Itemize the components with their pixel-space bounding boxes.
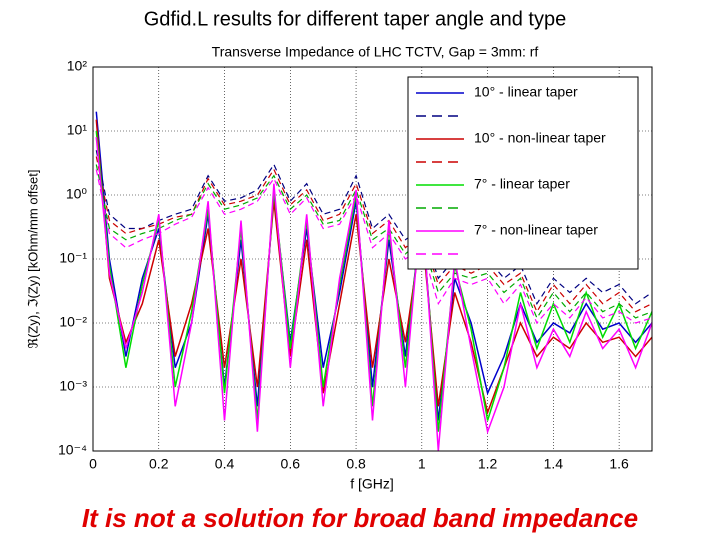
slide-title: Gdfid.L results for different taper angl… xyxy=(144,8,566,30)
x-tick-label: 0.2 xyxy=(149,456,169,472)
plot-lines xyxy=(95,111,652,451)
y-tick-label: 10⁻⁴ xyxy=(58,442,87,458)
y-tick-label: 10² xyxy=(67,58,88,74)
legend-label: 10° - linear taper xyxy=(474,84,578,100)
y-tick-label: 10⁻³ xyxy=(59,378,87,394)
y-tick-label: 10⁰ xyxy=(66,186,88,202)
legend-label: 7° - non-linear taper xyxy=(474,222,598,238)
x-tick-label: 1.2 xyxy=(478,456,498,472)
x-tick-label: 1 xyxy=(418,456,426,472)
series-line xyxy=(95,156,652,314)
chart-title: Transverse Impedance of LHC TCTV, Gap = … xyxy=(212,44,539,60)
x-tick-label: 1.4 xyxy=(544,456,564,472)
series-line xyxy=(95,119,652,416)
x-tick-label: 0.6 xyxy=(281,456,301,472)
series-line xyxy=(95,137,652,451)
y-tick-label: 10⁻¹ xyxy=(59,250,87,266)
plot-frame xyxy=(92,66,653,452)
legend-box xyxy=(407,76,639,270)
y-tick-label: 10¹ xyxy=(67,122,88,138)
y-tick-label: 10⁻² xyxy=(59,314,87,330)
x-tick-label: 0 xyxy=(89,456,97,472)
x-axis-label: f [GHz] xyxy=(350,476,394,492)
series-line xyxy=(95,169,652,325)
legend-label: 7° - linear taper xyxy=(474,176,570,192)
legend-label: 10° - non-linear taper xyxy=(474,130,606,146)
x-tick-label: 1.6 xyxy=(609,456,629,472)
y-axis-label: ℜ(Zy), ℑ(Zy) [kOhm/mm offset] xyxy=(25,169,40,348)
x-tick-label: 0.8 xyxy=(346,456,366,472)
x-tick-label: 0.4 xyxy=(215,456,235,472)
series-line xyxy=(95,150,652,305)
footer-note: It is not a solution for broad band impe… xyxy=(82,503,638,533)
series-line xyxy=(95,130,652,432)
series-line xyxy=(95,164,652,320)
